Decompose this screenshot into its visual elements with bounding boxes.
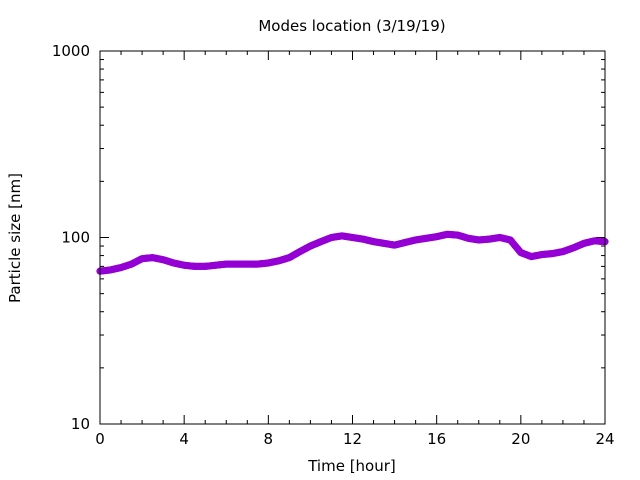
x-tick-label: 16 — [427, 430, 446, 448]
y-tick-label: 1000 — [52, 42, 90, 60]
y-axis-label: Particle size [nm] — [6, 173, 24, 303]
y-tick-label: 100 — [61, 229, 90, 247]
x-tick-label: 24 — [595, 430, 614, 448]
chart-title: Modes location (3/19/19) — [258, 17, 445, 35]
x-tick-label: 8 — [264, 430, 274, 448]
data-series — [96, 230, 609, 275]
axis-ticks: 0 4 8 12 16 20 24 10 100 1000 — [52, 42, 615, 448]
y-tick-label: 10 — [71, 415, 90, 433]
x-tick-label: 0 — [95, 430, 105, 448]
x-tick-label: 4 — [179, 430, 189, 448]
x-tick-label: 12 — [343, 430, 362, 448]
x-tick-label: 20 — [511, 430, 530, 448]
plot-frame — [99, 50, 606, 425]
x-axis-label: Time [hour] — [307, 457, 396, 475]
